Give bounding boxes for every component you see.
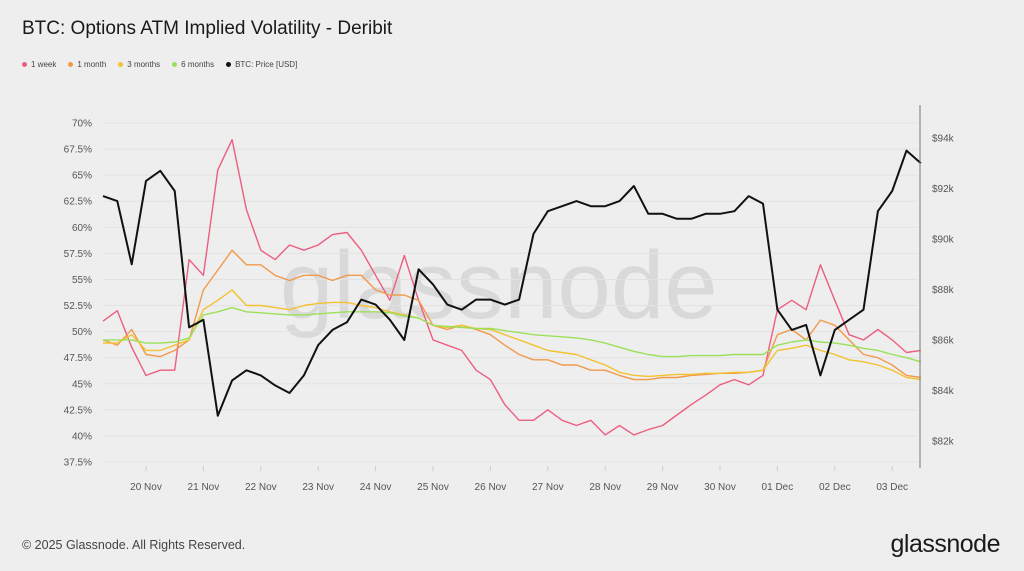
y-left-tick-label: 47.5% xyxy=(64,353,92,364)
legend-label: BTC: Price [USD] xyxy=(235,60,298,69)
legend-item-6-months[interactable]: 6 months xyxy=(172,60,214,69)
legend-label: 1 month xyxy=(77,60,107,69)
legend-item-btc-price[interactable]: BTC: Price [USD] xyxy=(226,60,297,69)
watermark: glassnode xyxy=(280,232,718,339)
legend-swatch xyxy=(226,62,232,67)
legend-label: 3 months xyxy=(127,60,161,69)
legend-swatch xyxy=(68,62,74,67)
y-left-tick-label: 57.5% xyxy=(64,249,92,260)
y-right-tick-label: $88k xyxy=(932,285,955,296)
y-left-tick-label: 60% xyxy=(72,223,92,234)
x-tick-label: 24 Nov xyxy=(360,482,392,493)
series-line-6-months[interactable] xyxy=(103,306,922,363)
legend-swatch xyxy=(118,62,124,67)
legend-item-1-week[interactable]: 1 week xyxy=(22,60,56,69)
x-tick-label: 28 Nov xyxy=(589,482,621,493)
y-right-tick-label: $86k xyxy=(932,336,955,347)
legend: 1 week 1 month 3 months 6 months BTC: Pr… xyxy=(22,60,297,69)
y-right-tick-label: $92k xyxy=(932,184,955,195)
series-line-1-month[interactable] xyxy=(102,249,922,381)
copyright: © 2025 Glassnode. All Rights Reserved. xyxy=(22,538,246,552)
y-right-tick-label: $82k xyxy=(932,437,955,448)
x-tick-label: 27 Nov xyxy=(532,482,564,493)
series-line-btc-price-usd[interactable] xyxy=(102,149,922,417)
y-left-tick-label: 65% xyxy=(72,171,92,182)
x-tick-label: 02 Dec xyxy=(819,482,851,493)
x-tick-label: 26 Nov xyxy=(475,482,507,493)
legend-label: 1 week xyxy=(31,60,57,69)
y-left-tick-label: 67.5% xyxy=(64,145,92,156)
series-line-3-months[interactable] xyxy=(103,289,922,381)
x-tick-label: 29 Nov xyxy=(647,482,679,493)
chart-title: BTC: Options ATM Implied Volatility - De… xyxy=(22,18,393,39)
y-left-tick-label: 52.5% xyxy=(64,301,92,312)
y-left-tick-label: 50% xyxy=(72,327,92,338)
legend-swatch xyxy=(172,62,178,67)
y-left-tick-label: 70% xyxy=(72,119,92,130)
y-left-tick-label: 42.5% xyxy=(64,405,92,416)
legend-swatch xyxy=(22,62,27,67)
y-left-tick-label: 40% xyxy=(72,431,92,442)
legend-item-3-months[interactable]: 3 months xyxy=(118,60,160,69)
y-right-tick-label: $84k xyxy=(932,386,955,397)
y-right-tick-label: $94k xyxy=(932,134,955,145)
legend-label: 6 months xyxy=(181,60,215,69)
y-right-tick-label: $90k xyxy=(932,235,955,246)
x-tick-label: 25 Nov xyxy=(417,482,449,493)
y-left-tick-label: 37.5% xyxy=(64,457,92,468)
y-left-tick-label: 62.5% xyxy=(64,197,92,208)
x-tick-label: 21 Nov xyxy=(188,482,220,493)
x-tick-label: 03 Dec xyxy=(876,482,908,493)
y-left-tick-label: 55% xyxy=(72,275,92,286)
x-tick-label: 20 Nov xyxy=(130,482,162,493)
x-tick-label: 23 Nov xyxy=(302,482,334,493)
legend-item-1-month[interactable]: 1 month xyxy=(68,60,106,69)
y-left-tick-label: 45% xyxy=(72,379,92,390)
series-line-1-week[interactable] xyxy=(102,139,922,436)
x-tick-label: 22 Nov xyxy=(245,482,277,493)
x-tick-label: 01 Dec xyxy=(762,482,794,493)
glassnode-logo: glassnode xyxy=(890,530,1001,558)
x-tick-label: 30 Nov xyxy=(704,482,736,493)
